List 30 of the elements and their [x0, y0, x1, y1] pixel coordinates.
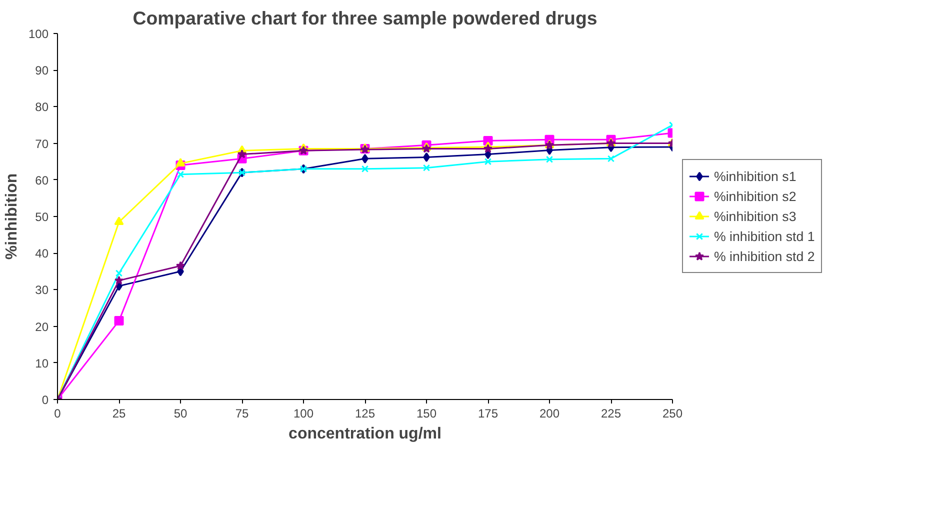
y-tick-label: 60 [35, 173, 49, 188]
x-tick-label: 25 [112, 406, 126, 420]
legend-label: %inhibition s3 [714, 208, 796, 224]
x-tick-label: 0 [54, 406, 62, 420]
y-tick-label: 50 [35, 210, 49, 224]
y-tick-label: 90 [35, 64, 49, 78]
x-tick-label: 100 [293, 406, 314, 420]
legend-label: %inhibition s1 [714, 168, 796, 184]
x-tick-label: 50 [174, 406, 188, 420]
legend-label: % inhibition std 1 [714, 228, 815, 244]
chart-title: Comparative chart for three sample powdered drugs [132, 8, 598, 28]
x-tick-label: 200 [539, 406, 560, 420]
y-tick-label: 10 [35, 356, 49, 370]
x-tick-label: 75 [235, 406, 249, 420]
y-tick-label: 40 [35, 246, 49, 261]
y-tick-label: 80 [35, 100, 49, 114]
y-tick-label: 30 [35, 283, 49, 298]
y-axis-title: %inhibition [3, 173, 20, 260]
legend-label: % inhibition std 2 [714, 248, 815, 264]
x-tick-label: 250 [662, 406, 683, 420]
legend-label: %inhibition s2 [714, 188, 796, 204]
y-tick-label: 20 [35, 320, 49, 334]
x-tick-label: 175 [478, 406, 498, 420]
x-tick-label: 225 [600, 406, 622, 420]
y-tick-label: 0 [42, 393, 49, 407]
y-tick-label: 70 [35, 136, 49, 151]
x-tick-label: 125 [354, 406, 376, 420]
y-tick-label: 100 [28, 27, 49, 41]
x-axis-title: concentration ug/ml [288, 426, 442, 442]
x-tick-label: 150 [416, 406, 437, 420]
